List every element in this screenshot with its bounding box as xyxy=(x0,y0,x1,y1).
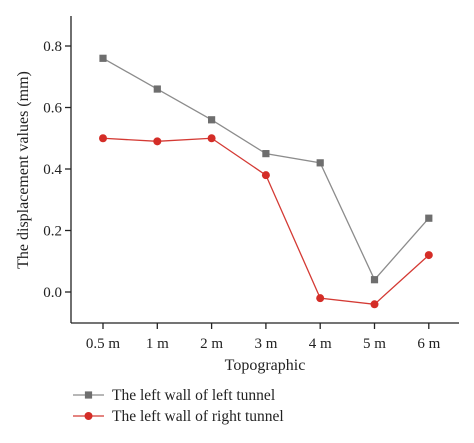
data-point-circle xyxy=(99,134,107,143)
x-tick-label: 2 m xyxy=(200,336,223,352)
data-point-circle xyxy=(424,251,433,260)
x-tick-label: 6 m xyxy=(417,336,440,352)
x-tick-label: 3 m xyxy=(254,336,277,352)
series-line xyxy=(102,137,430,305)
data-point-circle xyxy=(370,300,379,309)
x-tick-label: 5 m xyxy=(363,336,386,352)
y-axis-title: The displacement values (mm) xyxy=(15,71,32,269)
legend-marker-square xyxy=(84,391,93,399)
x-tick-label: 0.5 m xyxy=(86,336,121,352)
data-point-circle xyxy=(261,171,270,180)
data-point-square xyxy=(425,214,433,222)
data-point-square xyxy=(262,150,270,158)
legend-label: The left wall of right tunnel xyxy=(112,408,284,425)
data-point-square xyxy=(316,159,324,167)
x-tick-label: 4 m xyxy=(309,336,332,352)
series-group xyxy=(99,54,433,309)
y-tick-label: 0.2 xyxy=(43,224,62,240)
data-point-circle xyxy=(153,137,162,146)
series-line xyxy=(102,57,430,281)
y-tick-label: 0.0 xyxy=(43,285,62,301)
y-tick-label: 0.4 xyxy=(43,162,62,178)
legend-label: The left wall of left tunnel xyxy=(112,387,275,404)
y-ticks: 0.0 0.2 0.4 0.6 0.8 xyxy=(43,39,71,301)
data-point-circle xyxy=(316,294,325,303)
y-tick-label: 0.8 xyxy=(43,39,62,55)
data-point-circle xyxy=(207,134,216,143)
legend: The left wall of left tunnel The left wal… xyxy=(73,387,284,425)
data-point-square xyxy=(370,276,379,284)
x-axis-title: Topographic xyxy=(225,357,306,374)
x-ticks: 0.5 m 1 m 2 m 3 m 4 m 5 m 6 m xyxy=(86,323,441,352)
data-point-square xyxy=(208,116,216,124)
data-point-square xyxy=(99,54,107,62)
x-tick-label: 1 m xyxy=(146,336,169,352)
legend-marker-circle xyxy=(84,412,93,420)
data-point-square xyxy=(153,85,161,93)
axes xyxy=(70,16,459,324)
y-tick-label: 0.6 xyxy=(43,101,62,117)
